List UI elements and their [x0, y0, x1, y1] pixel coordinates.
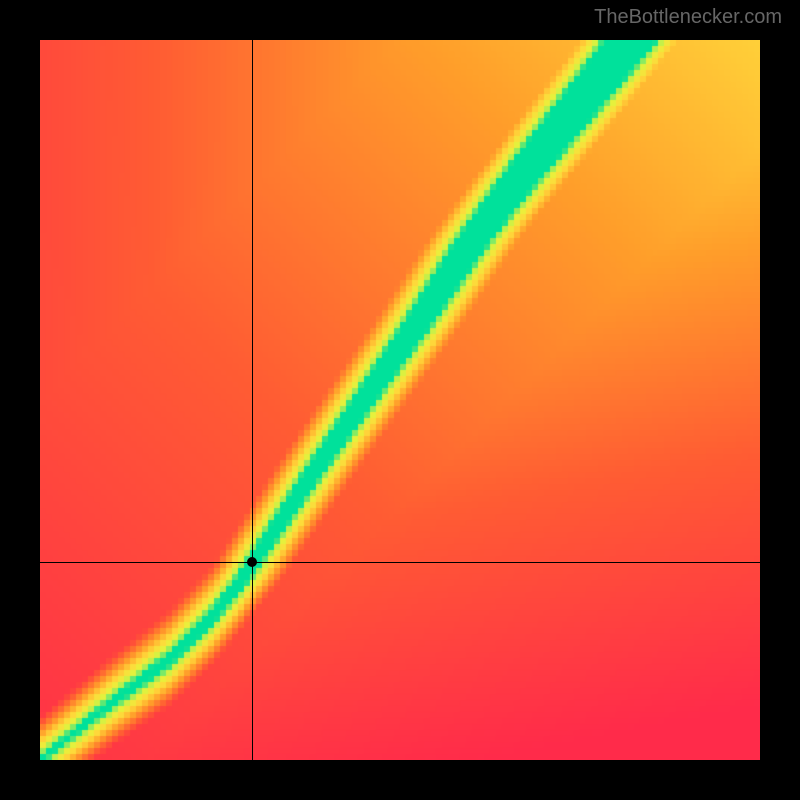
crosshair-vertical-line: [252, 40, 253, 760]
crosshair-marker: [247, 557, 257, 567]
heatmap-plot-area: [40, 40, 760, 760]
crosshair-horizontal-line: [40, 562, 760, 563]
watermark-text: TheBottlenecker.com: [594, 6, 782, 29]
heatmap-canvas: [40, 40, 760, 760]
